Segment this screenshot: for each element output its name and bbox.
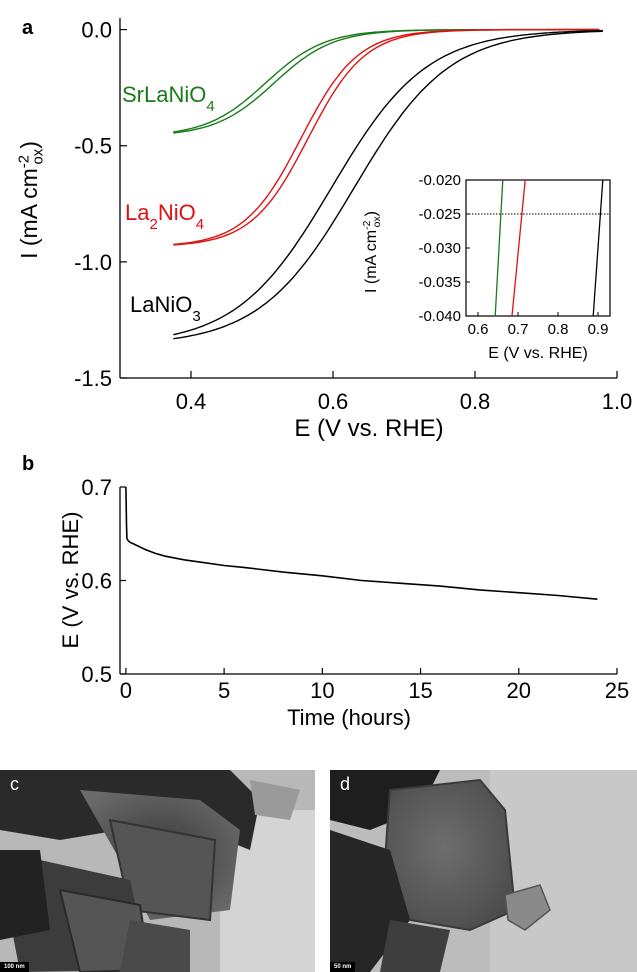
- panel-b-y-tick-label: 0.6: [81, 569, 112, 594]
- panel-a-x-tick-label: 0.6: [318, 389, 349, 414]
- inset-y-axis-label: I (mA cm-2ox): [362, 211, 383, 293]
- panel-a-y-tick-label: -0.5: [74, 134, 112, 159]
- scale-bar-c: 100 nm: [0, 962, 29, 972]
- panel-b-x-tick-label: 20: [507, 678, 531, 703]
- tem-micrograph-c: [0, 770, 315, 972]
- panel-a-x-tick-label: 0.4: [176, 389, 207, 414]
- panel-a-series-label-1: La2NiO4: [125, 200, 204, 233]
- panel-a-series-0-forward: [173, 28, 600, 133]
- tem-image-d: d 50 nm: [330, 770, 637, 972]
- inset-series-1: [511, 179, 526, 317]
- panel-a-series-2-reverse: [173, 30, 603, 340]
- panel-b-y-axis-label: E (V vs. RHE): [58, 512, 83, 649]
- inset-y-tick-label: -0.030: [418, 240, 461, 257]
- panel-b-letter: b: [22, 453, 34, 475]
- inset-y-tick-label: -0.025: [418, 206, 461, 223]
- panel-c-letter: c: [10, 774, 19, 794]
- inset-frame: [465, 179, 611, 317]
- inset-x-tick-label: 0.8: [548, 321, 569, 338]
- panel-a-x-axis-label: E (V vs. RHE): [294, 415, 443, 442]
- panel-a-series-label-0: SrLaNiO4: [122, 82, 215, 115]
- panel-a-series-0-reverse: [173, 28, 600, 134]
- tem-image-c: c 100 nm: [0, 770, 315, 972]
- panel-b-x-tick-label: 25: [605, 678, 629, 703]
- panel-a-series-2-forward: [173, 29, 603, 336]
- inset-series-0: [494, 179, 504, 317]
- inset-x-tick-label: 0.6: [468, 321, 489, 338]
- panel-a-y-tick-label: -1.5: [74, 366, 112, 391]
- panel-a-x-tick-label: 1.0: [602, 389, 633, 414]
- panel-a-y-tick-label: -1.0: [74, 250, 112, 275]
- inset-y-tick-label: -0.040: [418, 308, 461, 325]
- panel-b-x-tick-label: 5: [218, 678, 230, 703]
- panel-b: b 0 5 10 15 20 25 0.5 0.6 0.7 Time (hours) E (V vs.…: [22, 453, 629, 730]
- panel-a-letter: a: [22, 17, 34, 39]
- inset-x-axis-label: E (V vs. RHE): [488, 345, 588, 362]
- panel-a-series-label-2: LaNiO3: [130, 292, 201, 325]
- panel-a-series-1-reverse: [173, 28, 600, 246]
- panel-b-y-tick-label: 0.7: [81, 475, 112, 500]
- panel-b-x-tick-label: 10: [310, 678, 334, 703]
- inset-x-tick-label: 0.7: [508, 321, 529, 338]
- inset-y-tick-label: -0.035: [418, 274, 461, 291]
- panel-a-y-tick-label: 0.0: [81, 18, 112, 43]
- figure: a 0.4 0.6 0.8 1.0 0.0 -0.5 -1.0 -1.5 E (V vs. RHE…: [15, 17, 632, 730]
- inset-series-2: [592, 179, 604, 317]
- panel-b-x-axis-label: Time (hours): [287, 705, 411, 730]
- inset-y-tick-label: -0.020: [418, 172, 461, 189]
- panel-b-x-tick-label: 0: [120, 678, 132, 703]
- panel-b-x-tick-label: 15: [408, 678, 432, 703]
- tem-micrograph-d: [330, 770, 637, 972]
- panel-a-y-axis-label: I (mA cm-2ox): [15, 141, 46, 259]
- panel-a-x-tick-label: 0.8: [460, 389, 491, 414]
- panel-d-letter: d: [340, 774, 351, 794]
- inset: 0.6 0.7 0.8 0.9 -0.020 -0.025 -0.030 -0.035 -0.0…: [362, 172, 611, 362]
- scale-bar-d: 50 nm: [330, 962, 356, 972]
- inset-x-tick-label: 0.9: [588, 321, 609, 338]
- panel-b-y-tick-label: 0.5: [81, 662, 112, 687]
- panel-b-series: [125, 486, 598, 600]
- panel-a: a 0.4 0.6 0.8 1.0 0.0 -0.5 -1.0 -1.5 E (V vs. RHE…: [15, 17, 632, 442]
